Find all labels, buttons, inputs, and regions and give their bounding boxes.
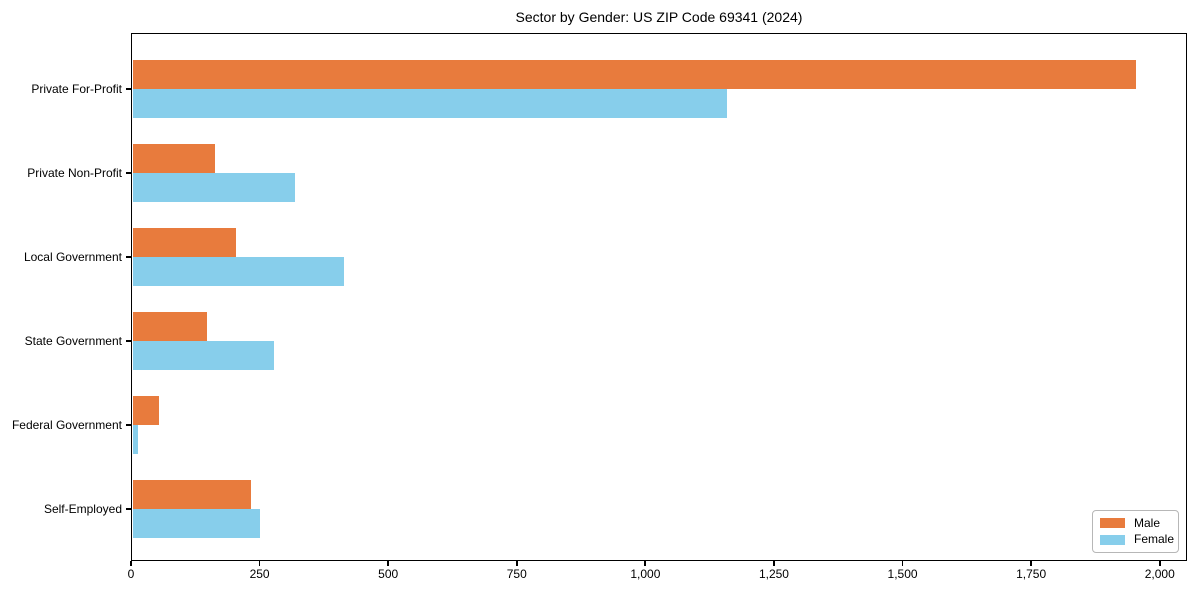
xtick-mark	[387, 561, 390, 566]
ytick-label-private-non-profit: Private Non-Profit	[27, 166, 122, 180]
bar-female-self-employed	[132, 509, 261, 538]
xtick-mark	[515, 561, 518, 566]
bar-female-federal-government	[132, 425, 138, 454]
bar-female-private-for-profit	[132, 89, 727, 118]
xtick-mark	[1158, 561, 1161, 566]
xtick-mark	[773, 561, 775, 566]
legend-label-male: Male	[1134, 515, 1161, 530]
bar-female-local-government	[132, 257, 344, 286]
xtick-mark	[644, 561, 647, 566]
bar-female-private-non-profit	[132, 173, 295, 202]
ytick-label-federal-government: Federal Government	[11, 418, 122, 432]
legend: Male Female	[1092, 510, 1179, 553]
bar-male-private-for-profit	[132, 60, 1136, 89]
xtick-label-250: 250	[249, 567, 270, 581]
legend-label-female: Female	[1134, 532, 1175, 547]
xtick-label-1-500: 1,500	[887, 567, 918, 581]
xtick-mark	[1030, 561, 1033, 566]
xtick-label-0: 0	[127, 567, 135, 581]
ytick-mark	[126, 340, 131, 342]
xtick-label-500: 500	[378, 567, 399, 581]
xtick-mark	[258, 561, 261, 566]
xtick-label-2-000: 2,000	[1144, 567, 1175, 581]
legend-item-male: Male	[1100, 515, 1171, 530]
ytick-mark	[126, 424, 131, 426]
xtick-label-1-000: 1,000	[630, 567, 661, 581]
female-series-swatch	[1100, 534, 1125, 545]
ytick-label-local-government: Local Government	[23, 250, 122, 264]
ytick-mark	[126, 88, 131, 90]
ytick-mark	[126, 508, 131, 510]
chart-title: Sector by Gender: US ZIP Code 69341 (202…	[515, 9, 803, 25]
ytick-mark	[126, 172, 131, 174]
xtick-label-1-250: 1,250	[758, 567, 789, 581]
bar-male-state-government	[132, 312, 208, 341]
legend-item-female: Female	[1100, 532, 1175, 547]
xtick-mark	[901, 561, 904, 566]
ytick-label-private-for-profit: Private For-Profit	[31, 82, 122, 96]
xtick-mark	[130, 561, 132, 566]
bar-male-private-non-profit	[132, 144, 216, 173]
ytick-label-state-government: State Government	[24, 334, 122, 348]
bar-female-state-government	[132, 341, 275, 370]
bar-male-self-employed	[132, 480, 252, 509]
ytick-label-self-employed: Self-Employed	[43, 502, 122, 516]
xtick-label-1-750: 1,750	[1016, 567, 1047, 581]
plot-area	[131, 33, 1187, 561]
bar-male-local-government	[132, 228, 236, 257]
ytick-mark	[126, 256, 131, 258]
male-series-swatch	[1100, 518, 1125, 529]
xtick-label-750: 750	[506, 567, 527, 581]
bar-male-federal-government	[132, 396, 159, 425]
